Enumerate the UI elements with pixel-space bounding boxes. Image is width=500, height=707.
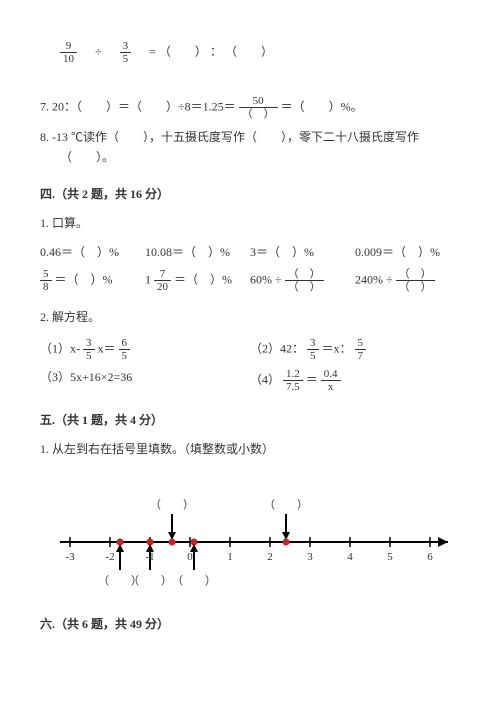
blank-paren: （ ） — [225, 44, 273, 58]
text — [105, 44, 117, 58]
equation-3: （3）5x+16×2=36 — [40, 368, 250, 393]
svg-text:（ ）: （ ） — [264, 498, 308, 511]
q8-line1: 8. -13 ℃读作（ ），十五摄氏度写作（ ），零下二十八摄氏度写作 — [40, 128, 460, 147]
svg-text:4: 4 — [347, 551, 353, 563]
q4-2-label: 2. 解方程。 — [40, 308, 460, 327]
equation-4: （4） 1.27.5 ＝ 0.4x — [250, 368, 460, 393]
section-4-title: 四.（共 2 题，共 16 分） — [40, 185, 460, 204]
calc-row-1: 0.46＝（ ）% 10.08＝（ ）% 3＝（ ）% 0.009＝（ ）% — [40, 243, 460, 262]
svg-text:5: 5 — [387, 551, 393, 563]
svg-text:6: 6 — [427, 551, 433, 563]
q5-1-label: 1. 从左到右在括号里填数。（填整数或小数） — [40, 440, 460, 459]
eq: = — [149, 44, 156, 58]
svg-text:2: 2 — [267, 551, 273, 563]
question-7: 7. 20：（ ）＝（ ）÷8＝1.25＝ 50 （ ） ＝（ ）%。 — [40, 95, 460, 120]
equation-1: （1）x- 35 x＝ 65 — [40, 337, 250, 362]
calc-2d: 240% ÷ （ ）（ ） — [355, 268, 460, 293]
equation-2: （2）42： 35 ＝x： 57 — [250, 337, 460, 362]
calc-2b: 1 720 ＝（ ）% — [145, 268, 250, 293]
fraction-9-10: 9 10 — [60, 40, 77, 65]
number-line: -3-2-10123456（ ）（ ）（ ）（ ）（ ） — [40, 477, 460, 597]
equation-row-2: （3）5x+16×2=36 （4） 1.27.5 ＝ 0.4x — [40, 368, 460, 393]
calc-b: 10.08＝（ ）% — [145, 243, 250, 262]
blank-paren: （ ） — [159, 44, 207, 58]
calc-a: 0.46＝（ ）% — [40, 243, 145, 262]
svg-text:-3: -3 — [65, 551, 75, 563]
q8-line2: （ ）。 — [40, 148, 460, 167]
svg-text:1: 1 — [227, 551, 233, 563]
number-line-svg: -3-2-10123456（ ）（ ）（ ）（ ）（ ） — [40, 477, 460, 597]
svg-text:-2: -2 — [105, 551, 114, 563]
fraction-3-5: 3 5 — [120, 40, 132, 65]
q4-1-label: 1. 口算。 — [40, 214, 460, 233]
svg-text:（ ）: （ ） — [128, 574, 172, 587]
calc-2c: 60% ÷ （ ）（ ） — [250, 268, 355, 293]
equation-row-1: （1）x- 35 x＝ 65 （2）42： 35 ＝x： 57 — [40, 337, 460, 362]
text — [134, 44, 146, 58]
q7-prefix: 7. 20：（ ）＝（ ）÷8＝1.25＝ — [40, 100, 239, 114]
section-5-title: 五.（共 1 题，共 4 分） — [40, 411, 460, 430]
calc-d: 0.009＝（ ）% — [355, 243, 460, 262]
calc-c: 3＝（ ）% — [250, 243, 355, 262]
colon: ： — [210, 44, 222, 58]
section-6-title: 六.（共 6 题，共 49 分） — [40, 615, 460, 634]
calc-2a: 58 ＝（ ）% — [40, 268, 145, 293]
question-fraction-division: 9 10 ÷ 3 5 = （ ） ： （ ） — [40, 40, 460, 65]
svg-text:0: 0 — [187, 551, 193, 563]
q7-suffix: ＝（ ）%。 — [281, 100, 363, 114]
question-8: 8. -13 ℃读作（ ），十五摄氏度写作（ ），零下二十八摄氏度写作 （ ）。 — [40, 128, 460, 166]
svg-text:（ ）: （ ） — [172, 574, 216, 587]
svg-text:3: 3 — [307, 551, 313, 563]
calc-row-2: 58 ＝（ ）% 1 720 ＝（ ）% 60% ÷ （ ）（ ） 240% ÷… — [40, 268, 460, 293]
svg-text:（ ）: （ ） — [150, 498, 194, 511]
text — [80, 44, 92, 58]
fraction-50-blank: 50 （ ） — [239, 95, 278, 120]
op-divide: ÷ — [95, 44, 102, 58]
